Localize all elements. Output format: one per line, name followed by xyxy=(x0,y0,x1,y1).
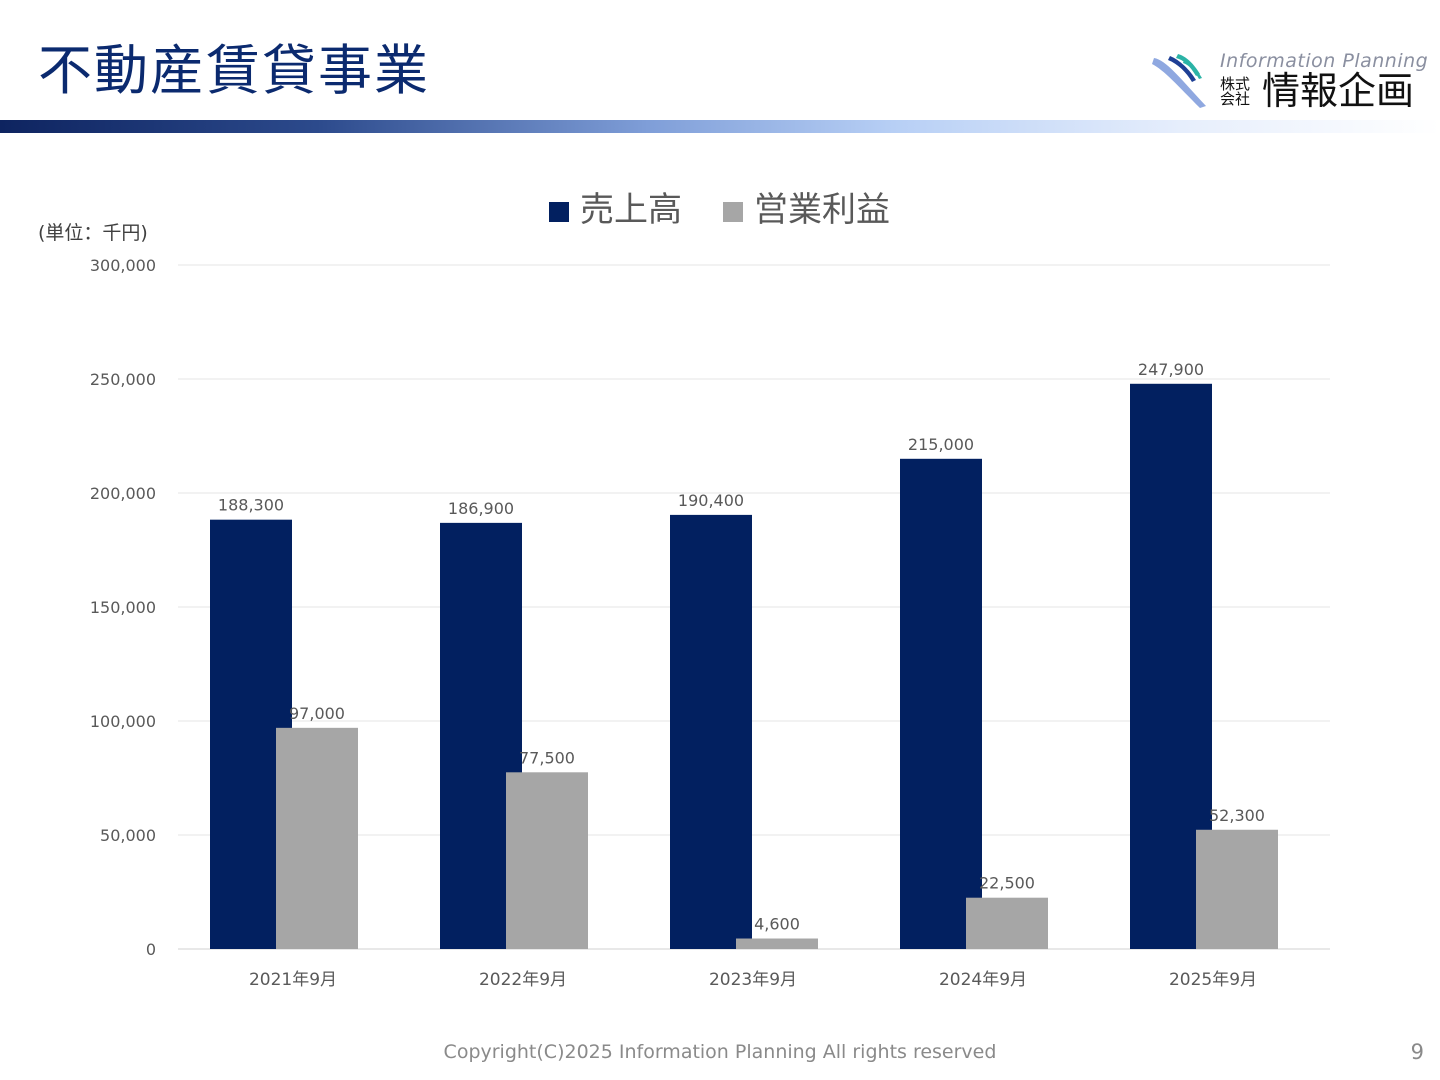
bar-operating-profit xyxy=(506,772,588,949)
data-label: 247,900 xyxy=(1138,360,1204,379)
logo-japanese-name: 情報企画 xyxy=(1262,69,1415,113)
x-tick-label: 2025年9月 xyxy=(1169,970,1257,990)
bar-sales xyxy=(670,514,752,949)
bar-operating-profit xyxy=(1196,829,1278,949)
data-label: 190,400 xyxy=(678,491,744,510)
legend-swatch xyxy=(549,202,569,222)
data-label: 52,300 xyxy=(1209,806,1265,825)
title-gradient-rule xyxy=(0,120,1440,133)
x-tick-label: 2024年9月 xyxy=(939,970,1027,990)
logo-english-name: Information Planning xyxy=(1220,50,1429,72)
data-label: 4,600 xyxy=(754,915,800,934)
unit-label: (単位：千円) xyxy=(38,222,148,244)
data-label: 22,500 xyxy=(979,874,1035,893)
copyright-text: Copyright(C)2025 Information Planning Al… xyxy=(443,1041,997,1063)
company-logo: Information Planning 株式会社 情報企画 xyxy=(1150,50,1428,120)
y-tick-label: 50,000 xyxy=(100,826,156,845)
logo-mark-icon xyxy=(1152,54,1206,108)
y-tick-label: 0 xyxy=(146,940,156,959)
legend-label: 売上高 xyxy=(580,190,682,230)
data-label: 188,300 xyxy=(218,496,284,515)
y-tick-label: 100,000 xyxy=(90,712,156,731)
x-tick-label: 2021年9月 xyxy=(249,970,337,990)
data-label: 215,000 xyxy=(908,435,974,454)
bar-operating-profit xyxy=(736,938,818,949)
y-tick-label: 300,000 xyxy=(90,256,156,275)
page-number: 9 xyxy=(1410,1040,1424,1064)
data-label: 77,500 xyxy=(519,748,575,767)
y-tick-label: 250,000 xyxy=(90,370,156,389)
page-title: 不動産賃貸事業 xyxy=(38,39,430,102)
legend-label: 営業利益 xyxy=(754,190,890,230)
y-tick-label: 150,000 xyxy=(90,598,156,617)
bar-operating-profit xyxy=(966,897,1048,949)
data-label: 186,900 xyxy=(448,499,514,518)
logo-kabushiki: 株式会社 xyxy=(1220,75,1251,108)
bar-sales xyxy=(900,458,982,949)
bar-operating-profit xyxy=(276,727,358,949)
data-label: 97,000 xyxy=(289,704,345,723)
x-tick-label: 2023年9月 xyxy=(709,970,797,990)
y-tick-label: 200,000 xyxy=(90,484,156,503)
x-tick-label: 2022年9月 xyxy=(479,970,567,990)
legend-swatch xyxy=(723,202,743,222)
